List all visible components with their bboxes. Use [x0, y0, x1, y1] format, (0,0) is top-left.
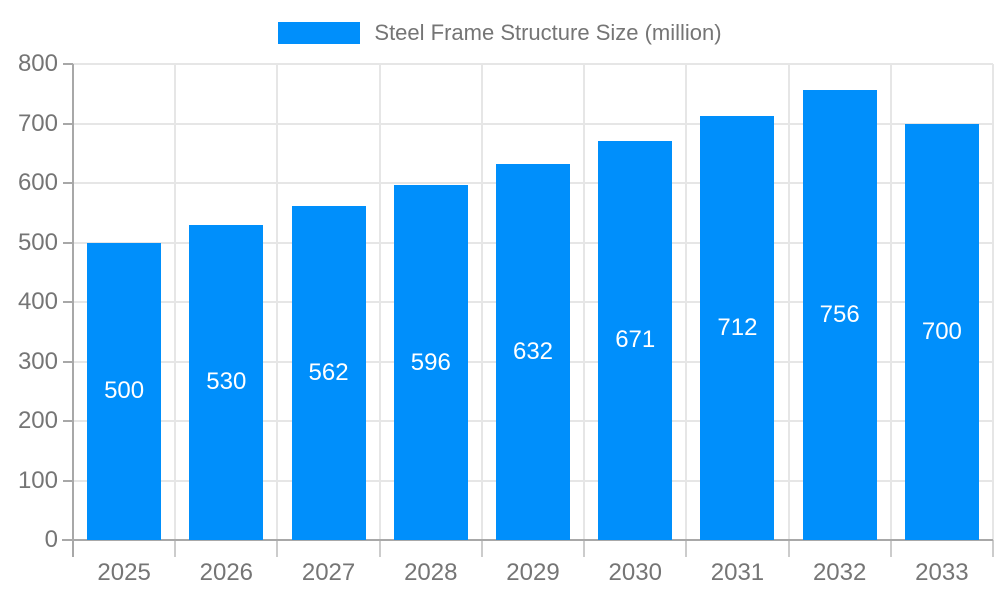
legend-label: Steel Frame Structure Size (million) — [374, 20, 722, 45]
bar-value-label: 671 — [615, 326, 656, 354]
y-axis-tick — [63, 479, 73, 482]
x-axis-tick — [889, 540, 892, 557]
y-axis-line — [72, 64, 74, 557]
y-axis-tick-label: 0 — [44, 526, 58, 553]
vertical-gridline — [685, 64, 688, 540]
chart-legend[interactable]: Steel Frame Structure Size (million) — [0, 20, 1000, 46]
bar[interactable]: 700 — [904, 123, 979, 540]
x-axis-category-label: 2031 — [710, 559, 765, 586]
bar[interactable]: 632 — [495, 163, 571, 540]
bar[interactable]: 530 — [189, 224, 264, 540]
bar[interactable]: 596 — [393, 185, 468, 540]
y-axis-tick-label: 700 — [17, 109, 58, 137]
x-axis-tick — [480, 540, 483, 557]
vertical-gridline — [787, 64, 790, 540]
vertical-gridline — [583, 64, 586, 540]
x-axis-tick — [378, 540, 381, 557]
bar[interactable]: 756 — [802, 90, 877, 540]
x-axis-tick — [276, 540, 279, 557]
y-axis-tick — [63, 182, 73, 184]
bar-value-label: 530 — [206, 368, 247, 396]
bar-value-label: 632 — [512, 337, 554, 365]
vertical-gridline — [378, 64, 381, 540]
x-axis-line — [62, 539, 993, 541]
bar[interactable]: 712 — [700, 116, 775, 540]
bar[interactable]: 671 — [598, 140, 673, 540]
vertical-gridline — [276, 64, 279, 540]
x-axis-category-label: 2033 — [915, 559, 969, 586]
x-axis-category-label: 2026 — [199, 559, 254, 586]
bar-value-label: 700 — [921, 317, 962, 345]
vertical-gridline — [992, 64, 994, 540]
horizontal-gridline — [73, 63, 993, 65]
y-axis-tick — [63, 420, 73, 422]
y-axis-tick — [63, 301, 73, 303]
bar-value-label: 756 — [819, 301, 860, 329]
legend-swatch-icon — [278, 22, 361, 44]
bar[interactable]: 500 — [87, 242, 162, 540]
x-axis-tick — [685, 540, 688, 557]
x-axis-category-label: 2027 — [301, 559, 356, 586]
horizontal-gridline — [73, 122, 993, 125]
y-axis-tick-label: 200 — [17, 407, 58, 434]
bar[interactable]: 562 — [291, 205, 366, 540]
y-axis-tick-label: 400 — [17, 288, 58, 315]
y-axis-tick-label: 300 — [17, 347, 58, 375]
vertical-gridline — [889, 64, 892, 540]
bar-value-label: 500 — [104, 377, 145, 405]
x-axis-tick — [992, 540, 994, 557]
plot-area: 0 100 200 300 400 500 600 700 800 500 2025 530 2026 5… — [18, 52, 994, 585]
y-axis-tick — [63, 360, 73, 363]
bar-value-label: 562 — [308, 358, 349, 386]
vertical-gridline — [480, 64, 483, 540]
bar-value-label: 596 — [410, 348, 451, 376]
x-axis-tick — [174, 540, 177, 557]
vertical-gridline — [174, 64, 177, 540]
x-axis-category-label: 2029 — [506, 559, 560, 586]
y-axis-tick-label: 800 — [17, 50, 58, 77]
x-axis-category-label: 2030 — [608, 559, 662, 586]
y-axis-tick — [63, 241, 73, 244]
y-axis-tick-label: 600 — [17, 169, 58, 196]
y-axis-tick — [63, 63, 73, 65]
x-axis-category-label: 2025 — [97, 559, 151, 586]
x-axis-tick — [787, 540, 790, 557]
x-axis-category-label: 2028 — [404, 559, 458, 586]
x-axis-tick — [583, 540, 586, 557]
x-axis-category-label: 2032 — [812, 559, 867, 586]
y-axis-tick — [63, 122, 73, 125]
bar-value-label: 712 — [717, 314, 758, 342]
y-axis-tick-label: 100 — [17, 466, 58, 494]
y-axis-tick-label: 500 — [17, 228, 58, 256]
